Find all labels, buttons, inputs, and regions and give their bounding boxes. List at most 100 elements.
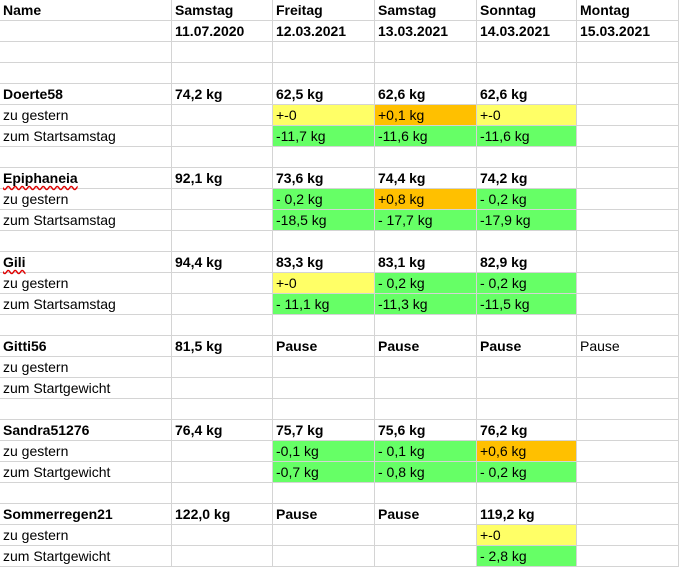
header-date-cell[interactable]: 15.03.2021	[577, 21, 679, 42]
diff-cell[interactable]: - 0,2 kg	[477, 189, 577, 210]
diff-cell[interactable]: -11,6 kg	[477, 126, 577, 147]
empty-cell[interactable]	[577, 399, 679, 420]
empty-cell[interactable]	[172, 483, 273, 504]
diff-cell[interactable]	[477, 357, 577, 378]
diff-cell[interactable]: - 0,8 kg	[375, 462, 477, 483]
diff-cell[interactable]: -0,7 kg	[273, 462, 375, 483]
diff-cell[interactable]: -11,3 kg	[375, 294, 477, 315]
diff-cell[interactable]	[577, 525, 679, 546]
empty-cell[interactable]	[577, 63, 679, 84]
diff-cell[interactable]: - 0,2 kg	[375, 273, 477, 294]
empty-cell[interactable]	[0, 63, 172, 84]
header-weekday-cell[interactable]: Freitag	[273, 0, 375, 21]
diff-cell[interactable]	[172, 441, 273, 462]
weight-cell[interactable]: Pause	[273, 504, 375, 525]
diff-cell[interactable]	[172, 210, 273, 231]
weight-cell[interactable]: 122,0 kg	[172, 504, 273, 525]
weight-cell[interactable]: 83,3 kg	[273, 252, 375, 273]
empty-cell[interactable]	[172, 42, 273, 63]
diff-cell[interactable]	[577, 210, 679, 231]
empty-cell[interactable]	[273, 147, 375, 168]
diff-cell[interactable]	[273, 357, 375, 378]
diff-cell[interactable]	[577, 378, 679, 399]
weight-cell[interactable]: 94,4 kg	[172, 252, 273, 273]
empty-cell[interactable]	[577, 147, 679, 168]
row-label-cell[interactable]: zum Startgewicht	[0, 462, 172, 483]
diff-cell[interactable]	[577, 294, 679, 315]
diff-cell[interactable]: - 0,2 kg	[477, 462, 577, 483]
empty-cell[interactable]	[375, 231, 477, 252]
row-label-cell[interactable]: zu gestern	[0, 273, 172, 294]
weight-cell[interactable]: 73,6 kg	[273, 168, 375, 189]
header-date-cell[interactable]: 13.03.2021	[375, 21, 477, 42]
diff-cell[interactable]	[273, 546, 375, 567]
header-name-cell[interactable]: Name	[0, 0, 172, 21]
weight-cell[interactable]	[577, 168, 679, 189]
empty-cell[interactable]	[0, 315, 172, 336]
diff-cell[interactable]: +0,6 kg	[477, 441, 577, 462]
weight-cell[interactable]: 62,6 kg	[375, 84, 477, 105]
weight-cell[interactable]: 74,2 kg	[477, 168, 577, 189]
diff-cell[interactable]	[172, 189, 273, 210]
header-date-cell[interactable]: 11.07.2020	[172, 21, 273, 42]
diff-cell[interactable]	[172, 525, 273, 546]
row-label-cell[interactable]: zum Startgewicht	[0, 378, 172, 399]
diff-cell[interactable]	[577, 357, 679, 378]
diff-cell[interactable]	[375, 378, 477, 399]
weight-cell[interactable]: 75,6 kg	[375, 420, 477, 441]
header-weekday-cell[interactable]: Samstag	[375, 0, 477, 21]
diff-cell[interactable]: -17,9 kg	[477, 210, 577, 231]
diff-cell[interactable]: +-0	[477, 525, 577, 546]
diff-cell[interactable]: -11,7 kg	[273, 126, 375, 147]
header-date-cell[interactable]: 12.03.2021	[273, 21, 375, 42]
weight-cell[interactable]	[577, 504, 679, 525]
diff-cell[interactable]	[273, 525, 375, 546]
row-label-cell[interactable]: zum Startsamstag	[0, 294, 172, 315]
weight-cell[interactable]: 74,2 kg	[172, 84, 273, 105]
diff-cell[interactable]	[172, 546, 273, 567]
empty-cell[interactable]	[477, 63, 577, 84]
participant-name-cell[interactable]: Doerte58	[0, 84, 172, 105]
header-date-cell[interactable]: 14.03.2021	[477, 21, 577, 42]
diff-cell[interactable]: - 0,2 kg	[273, 189, 375, 210]
diff-cell[interactable]	[577, 189, 679, 210]
empty-cell[interactable]	[273, 315, 375, 336]
diff-cell[interactable]	[375, 546, 477, 567]
diff-cell[interactable]: - 2,8 kg	[477, 546, 577, 567]
diff-cell[interactable]	[477, 378, 577, 399]
participant-name-cell[interactable]: Epiphaneia	[0, 168, 172, 189]
diff-cell[interactable]	[375, 525, 477, 546]
empty-cell[interactable]	[273, 63, 375, 84]
diff-cell[interactable]	[375, 357, 477, 378]
row-label-cell[interactable]: zu gestern	[0, 189, 172, 210]
diff-cell[interactable]	[577, 126, 679, 147]
empty-cell[interactable]	[172, 231, 273, 252]
empty-cell[interactable]	[273, 483, 375, 504]
diff-cell[interactable]	[172, 273, 273, 294]
empty-cell[interactable]	[375, 315, 477, 336]
empty-cell[interactable]	[375, 147, 477, 168]
empty-cell[interactable]	[0, 21, 172, 42]
empty-cell[interactable]	[577, 42, 679, 63]
row-label-cell[interactable]: zu gestern	[0, 357, 172, 378]
empty-cell[interactable]	[375, 63, 477, 84]
header-weekday-cell[interactable]: Montag	[577, 0, 679, 21]
diff-cell[interactable]	[172, 357, 273, 378]
empty-cell[interactable]	[0, 483, 172, 504]
weight-cell[interactable]	[577, 420, 679, 441]
row-label-cell[interactable]: zum Startsamstag	[0, 210, 172, 231]
empty-cell[interactable]	[0, 42, 172, 63]
row-label-cell[interactable]: zu gestern	[0, 105, 172, 126]
empty-cell[interactable]	[172, 399, 273, 420]
empty-cell[interactable]	[273, 231, 375, 252]
diff-cell[interactable]: -0,1 kg	[273, 441, 375, 462]
empty-cell[interactable]	[0, 147, 172, 168]
weight-cell[interactable]: 76,4 kg	[172, 420, 273, 441]
row-label-cell[interactable]: zu gestern	[0, 441, 172, 462]
empty-cell[interactable]	[375, 399, 477, 420]
diff-cell[interactable]: +-0	[273, 105, 375, 126]
diff-cell[interactable]	[577, 462, 679, 483]
empty-cell[interactable]	[375, 483, 477, 504]
weight-cell[interactable]: Pause	[375, 336, 477, 357]
empty-cell[interactable]	[273, 42, 375, 63]
